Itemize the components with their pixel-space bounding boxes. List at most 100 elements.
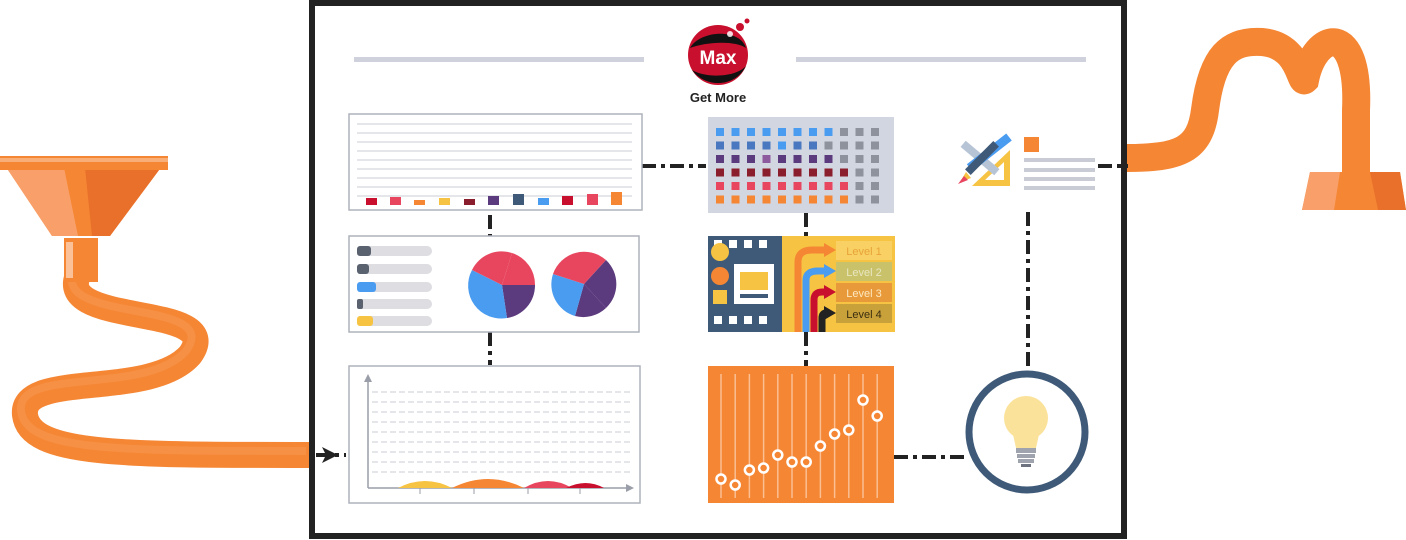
slider-handle xyxy=(828,428,841,440)
grid-dot xyxy=(840,155,848,163)
grid-dot xyxy=(762,195,771,204)
lightbulb-icon xyxy=(965,370,1089,494)
grid-dot xyxy=(731,128,740,136)
grid-dot xyxy=(762,155,771,163)
grid-dot xyxy=(840,195,848,204)
grid-dot xyxy=(871,195,879,204)
grid-dot xyxy=(716,168,724,177)
slider-handle xyxy=(772,449,784,461)
slider-handle xyxy=(757,462,770,474)
grid-dot xyxy=(731,195,740,204)
bar-chart-panel xyxy=(348,113,643,211)
grid-dot xyxy=(778,155,786,163)
logo-text: Max xyxy=(700,48,737,69)
grid-dot xyxy=(747,182,755,190)
grid-dot xyxy=(824,195,833,204)
grid-dot xyxy=(871,128,879,136)
grid-dot xyxy=(747,195,755,204)
levels-panel xyxy=(782,236,895,332)
grid-dot xyxy=(840,141,848,150)
grid-dot xyxy=(809,182,817,190)
grid-dot xyxy=(809,155,817,163)
slider-handle xyxy=(814,440,827,452)
grid-dot xyxy=(871,168,879,177)
grid-dot xyxy=(778,168,786,177)
area-chart-panel xyxy=(348,365,641,504)
grid-dot xyxy=(855,168,864,177)
grid-dot xyxy=(824,155,833,163)
header-line-right xyxy=(796,57,1086,62)
grid-dot xyxy=(716,182,724,190)
dot-grid-panel xyxy=(708,117,894,213)
grid-dot xyxy=(809,168,817,177)
grid-dot xyxy=(793,168,802,177)
grid-dot xyxy=(731,155,740,163)
slider-handle xyxy=(743,464,756,476)
grid-dot xyxy=(809,141,817,150)
grid-dot xyxy=(731,168,740,177)
grid-dot xyxy=(762,128,771,136)
grid-dot xyxy=(809,195,817,204)
grid-dot xyxy=(778,195,786,204)
grid-dot xyxy=(778,141,786,150)
grid-dot xyxy=(762,182,771,190)
grid-dot xyxy=(716,128,724,136)
grid-dot xyxy=(840,182,848,190)
grid-dot xyxy=(747,141,755,150)
connectors xyxy=(316,164,1128,459)
header-line-left xyxy=(354,57,644,62)
grid-dot xyxy=(747,128,755,136)
grid-dot xyxy=(793,141,802,150)
input-arrow-icon xyxy=(322,447,338,463)
grid-dot xyxy=(747,155,755,163)
grid-dot xyxy=(840,168,848,177)
dashboard-panel xyxy=(708,236,782,332)
grid-dot xyxy=(824,128,833,136)
slider-handle xyxy=(871,410,883,422)
slider-handle xyxy=(800,456,812,468)
grid-dot xyxy=(793,155,802,163)
slider-handle xyxy=(843,424,855,436)
grid-dot xyxy=(824,182,833,190)
input-funnel xyxy=(0,156,311,468)
grid-dot xyxy=(793,182,802,190)
grid-dot xyxy=(855,155,864,163)
grid-dot xyxy=(824,141,833,150)
max-logo xyxy=(688,18,750,85)
grid-dot xyxy=(731,182,740,190)
slider-handle xyxy=(729,479,741,491)
grid-dot xyxy=(747,168,755,177)
level-4-label: Level 4 xyxy=(846,309,881,321)
grid-dot xyxy=(840,128,848,136)
output-pipe xyxy=(1125,27,1406,210)
grid-dot xyxy=(855,195,864,204)
level-2-label: Level 2 xyxy=(846,267,881,279)
slider-handle xyxy=(715,473,727,485)
slider-handle xyxy=(857,394,869,406)
document-lines xyxy=(1024,137,1095,190)
slider-handle xyxy=(786,456,798,468)
grid-dot xyxy=(716,141,724,150)
grid-dot xyxy=(778,182,786,190)
level-3-label: Level 3 xyxy=(846,288,881,300)
grid-dot xyxy=(793,128,802,136)
tools-icon xyxy=(958,133,1012,186)
grid-dot xyxy=(871,141,879,150)
progress-pie-panel xyxy=(348,235,640,333)
grid-dot xyxy=(871,182,879,190)
grid-dot xyxy=(855,182,864,190)
grid-dot xyxy=(778,128,786,136)
logo-tagline: Get More xyxy=(690,90,746,105)
grid-dot xyxy=(871,155,879,163)
level-1-label: Level 1 xyxy=(846,246,881,258)
grid-dot xyxy=(855,141,864,150)
grid-dot xyxy=(762,141,771,150)
grid-dot xyxy=(855,128,864,136)
grid-dot xyxy=(824,168,833,177)
grid-dot xyxy=(762,168,771,177)
grid-dot xyxy=(809,128,817,136)
grid-dot xyxy=(793,195,802,204)
slider-chart-panel xyxy=(708,366,894,503)
grid-dot xyxy=(716,195,724,204)
